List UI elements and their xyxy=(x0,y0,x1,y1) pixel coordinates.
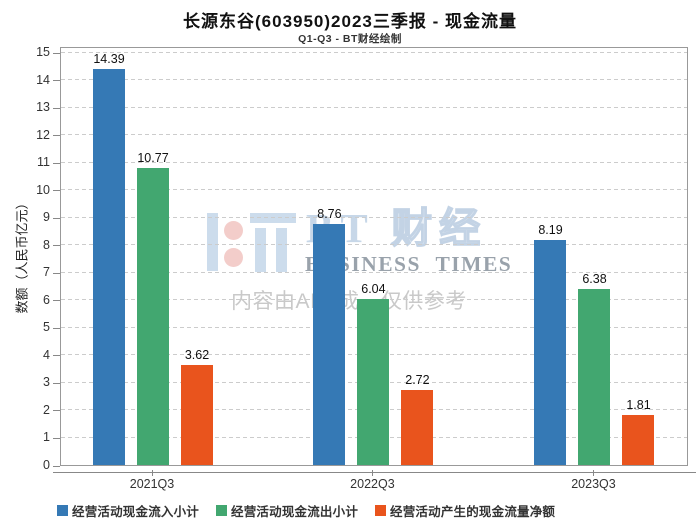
legend: 经营活动现金流入小计 经营活动现金流出小计 经营活动产生的现金流量净额 xyxy=(57,501,555,520)
bar xyxy=(313,223,346,465)
x-tick xyxy=(372,470,374,476)
bar xyxy=(534,239,567,465)
y-tick xyxy=(53,52,60,54)
y-tick-label: 15 xyxy=(36,45,50,59)
y-tick-label: 2 xyxy=(43,402,50,417)
legend-item: 经营活动产生的现金流量净额 xyxy=(375,501,555,520)
y-tick xyxy=(53,355,60,357)
gridline xyxy=(61,216,687,218)
gridline xyxy=(61,161,687,163)
y-tick xyxy=(53,245,60,247)
y-tick-label: 13 xyxy=(36,100,50,115)
bar xyxy=(578,289,611,465)
bar xyxy=(137,168,169,465)
y-tick xyxy=(53,80,60,82)
bt-logo-bar-icon xyxy=(276,228,287,272)
x-tick xyxy=(152,470,153,476)
bar-value-label: 14.39 xyxy=(93,51,125,66)
y-tick-label: 11 xyxy=(37,155,50,170)
gridline xyxy=(61,189,687,191)
bar-value-label: 8.76 xyxy=(317,206,342,221)
bar-value-label: 2.72 xyxy=(405,373,430,388)
x-tick-label: 2023Q3 xyxy=(571,477,616,491)
legend-label: 经营活动产生的现金流量净额 xyxy=(390,505,556,519)
y-tick-label: 9 xyxy=(43,210,50,225)
y-tick xyxy=(53,190,60,192)
gridline xyxy=(61,106,687,108)
x-tick xyxy=(593,470,595,476)
gridline xyxy=(61,271,687,273)
y-tick xyxy=(53,135,60,137)
y-tick xyxy=(53,327,60,329)
watermark-disclaimer: 内容由AI生成，仅供参考 xyxy=(231,290,467,313)
y-tick-label: 4 xyxy=(43,347,50,362)
bt-logo-dot-icon xyxy=(224,248,243,267)
gridline xyxy=(61,134,687,136)
bar xyxy=(622,415,655,465)
x-tick-label: 2022Q3 xyxy=(350,477,395,491)
plot-area: 14.39 10.77 3.62 8.76 6.04 2.72 8.19 6.38 1.81 xyxy=(60,47,688,466)
y-tick-label: 0 xyxy=(43,458,50,472)
y-tick xyxy=(53,162,60,164)
chart-subtitle: Q1-Q3 - BT财经绘制 xyxy=(298,33,402,45)
y-tick-label: 12 xyxy=(36,127,50,142)
y-tick-label: 7 xyxy=(43,265,50,280)
y-tick xyxy=(53,217,60,219)
y-tick xyxy=(53,272,60,274)
gridline xyxy=(61,51,687,53)
watermark-brand-cjk: 财经 xyxy=(390,205,488,252)
y-tick-label: 1 xyxy=(43,430,50,445)
bar-value-label: 8.19 xyxy=(538,222,563,237)
legend-label: 经营活动现金流出小计 xyxy=(231,505,359,519)
bar-value-label: 6.04 xyxy=(361,281,386,296)
y-tick-label: 3 xyxy=(43,375,50,390)
y-tick-label: 8 xyxy=(43,237,50,252)
bt-logo-bar-icon xyxy=(250,213,296,223)
y-tick xyxy=(53,107,60,109)
legend-label: 经营活动现金流入小计 xyxy=(72,505,200,519)
bar-value-label: 1.81 xyxy=(626,398,651,413)
bar-value-label: 6.38 xyxy=(582,272,607,287)
y-tick-label: 10 xyxy=(36,182,50,197)
y-tick xyxy=(53,437,60,439)
y-tick-label: 14 xyxy=(36,72,50,87)
y-tick-label: 6 xyxy=(43,292,50,307)
x-axis-line xyxy=(53,472,696,473)
y-tick-label: 5 xyxy=(43,320,50,335)
chart-title: 长源东谷(603950)2023三季报 - 现金流量 xyxy=(183,12,517,31)
y-tick xyxy=(53,410,60,412)
bar xyxy=(93,68,125,465)
legend-swatch xyxy=(57,505,68,516)
y-tick xyxy=(53,300,60,302)
gridline xyxy=(61,79,687,81)
y-tick xyxy=(53,382,60,384)
x-tick-label: 2021Q3 xyxy=(129,477,175,491)
legend-swatch xyxy=(216,505,228,516)
bar xyxy=(357,298,390,465)
gridline xyxy=(61,244,687,246)
bar-value-label: 10.77 xyxy=(137,151,169,166)
bt-logo-bar-icon xyxy=(255,228,266,272)
bt-logo-bar-icon xyxy=(207,213,218,271)
y-tick xyxy=(53,465,60,467)
bar-value-label: 3.62 xyxy=(184,348,210,363)
legend-item: 经营活动现金流入小计 xyxy=(57,501,199,520)
legend-item: 经营活动现金流出小计 xyxy=(216,501,358,520)
legend-swatch xyxy=(375,505,387,516)
bt-logo-dot-icon xyxy=(224,221,243,240)
bar xyxy=(181,365,213,465)
bar xyxy=(401,390,434,465)
